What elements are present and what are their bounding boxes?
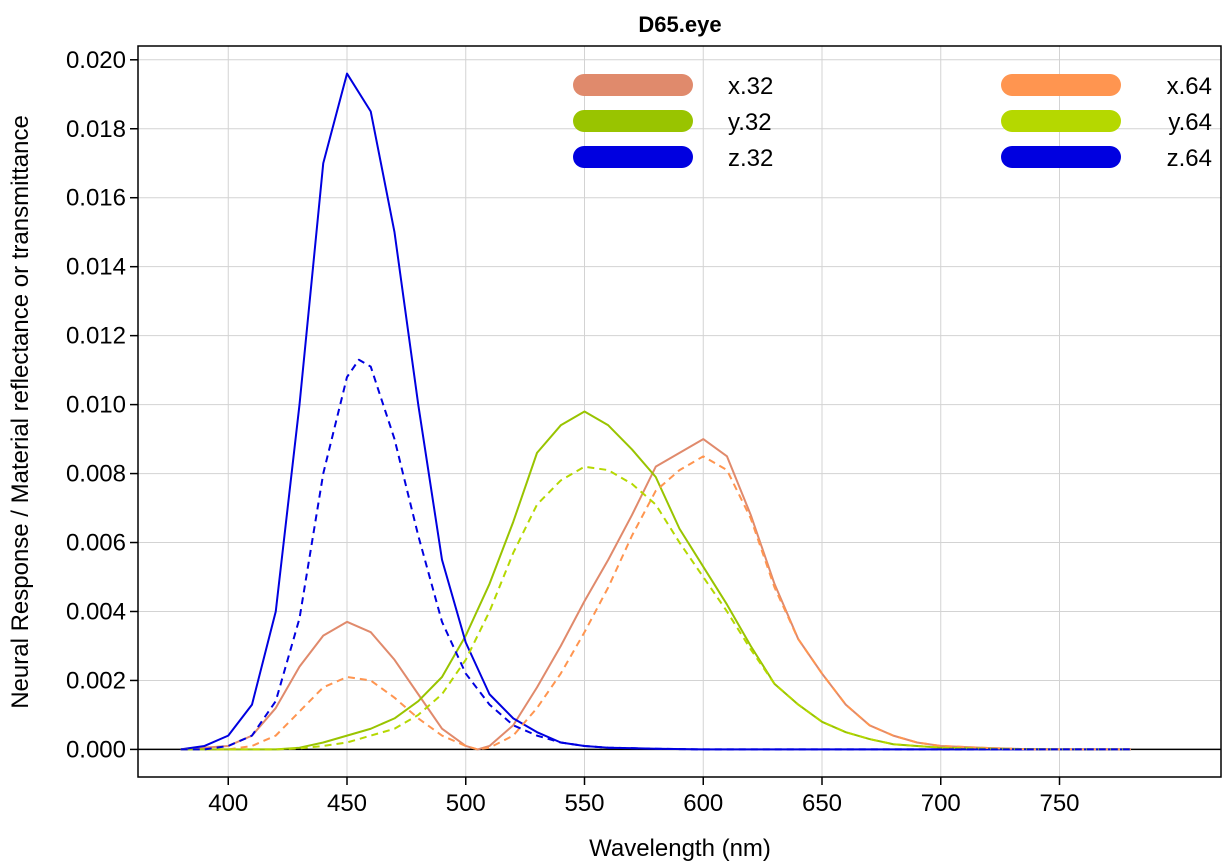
y-tick-label: 0.002 [66, 667, 126, 694]
y-tick-label: 0.000 [66, 736, 126, 763]
series-line-x-64 [180, 455, 1131, 751]
series-line-z-64 [180, 358, 1131, 751]
legend-label: y.32 [728, 109, 772, 136]
legend-label: x.32 [728, 73, 773, 100]
x-tick-label: 600 [683, 790, 723, 817]
y-tick-label: 0.008 [66, 461, 126, 488]
y-axis-ticks: 0.000 0.002 0.004 0.006 0.008 0.010 0.012 0.014… [66, 47, 138, 763]
x-tick-label: 700 [921, 790, 961, 817]
y-axis-label: Neural Response / Material reflectance o… [7, 115, 34, 709]
x-tick-label: 500 [446, 790, 486, 817]
y-tick-label: 0.004 [66, 598, 126, 625]
y-tick-label: 0.018 [66, 116, 126, 143]
y-tick-label: 0.016 [66, 185, 126, 212]
chart-title: D65.eye [638, 12, 721, 37]
x-axis-ticks: 400 450 500 550 600 650 700 750 [208, 777, 1080, 817]
series-line-y-64 [180, 465, 1131, 751]
series-line-y-32 [180, 410, 1131, 751]
x-tick-label: 550 [564, 790, 604, 817]
y-tick-label: 0.014 [66, 254, 126, 281]
y-tick-label: 0.010 [66, 392, 126, 419]
x-tick-label: 400 [208, 790, 248, 817]
legend-label: z.32 [728, 145, 773, 172]
legend: x.32 y.32 z.32 x.64 y.64 z.64 [573, 73, 1212, 172]
legend-label: z.64 [1167, 145, 1212, 172]
series-line-x-32 [180, 438, 1131, 751]
y-tick-label: 0.012 [66, 323, 126, 350]
series-line-z-32 [180, 72, 1131, 751]
series-group [180, 72, 1131, 751]
y-tick-label: 0.020 [66, 47, 126, 74]
x-tick-label: 650 [802, 790, 842, 817]
legend-label: y.64 [1168, 109, 1212, 136]
plot-frame [137, 45, 1222, 778]
x-tick-label: 750 [1039, 790, 1079, 817]
y-tick-label: 0.006 [66, 530, 126, 557]
legend-label: x.64 [1167, 73, 1212, 100]
x-axis-label: Wavelength (nm) [589, 835, 771, 862]
x-tick-label: 450 [327, 790, 367, 817]
